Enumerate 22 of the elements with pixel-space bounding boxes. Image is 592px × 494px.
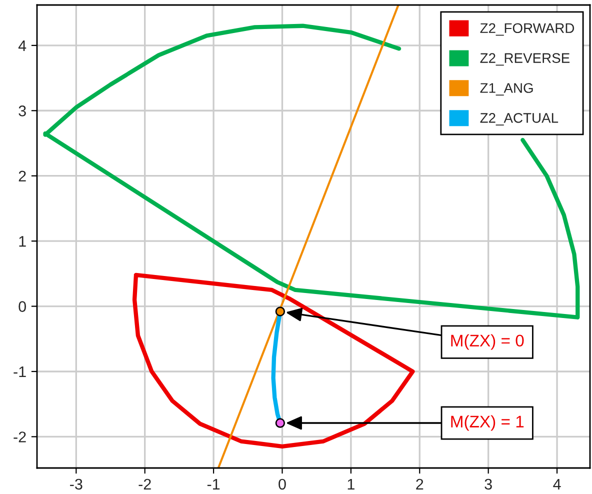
x-tick-label: -3 [70, 478, 82, 490]
x-tick-label: 2 [416, 478, 424, 490]
y-tick-label: 2 [18, 170, 26, 182]
annotation: M(ZX) = 1 [451, 415, 524, 431]
x-tick-label: 3 [484, 478, 492, 490]
y-tick-label: 0 [18, 301, 26, 312]
y-tick-label: 3 [18, 106, 26, 116]
x-tick-label: 1 [348, 478, 354, 490]
legend-label: Z2_ACTUAL [480, 113, 558, 126]
y-tick-label: -2 [14, 432, 26, 442]
x-tick-label: 4 [553, 478, 561, 490]
legend-label: Z2_REVERSE [480, 53, 570, 66]
y-tick-label: -1 [14, 366, 26, 378]
annotation: M(ZX) = 0 [451, 334, 524, 350]
line-series [132, 272, 415, 449]
y-tick-label: 4 [18, 40, 26, 51]
x-tick-label: -2 [138, 478, 151, 490]
x-tick-label: -1 [207, 478, 220, 490]
legend-label: Z2_FORWARD [480, 23, 574, 36]
legend-label: Z1_ANG [480, 83, 533, 96]
y-tick-label: 1 [19, 236, 26, 247]
x-tick-label: 0 [278, 478, 286, 490]
